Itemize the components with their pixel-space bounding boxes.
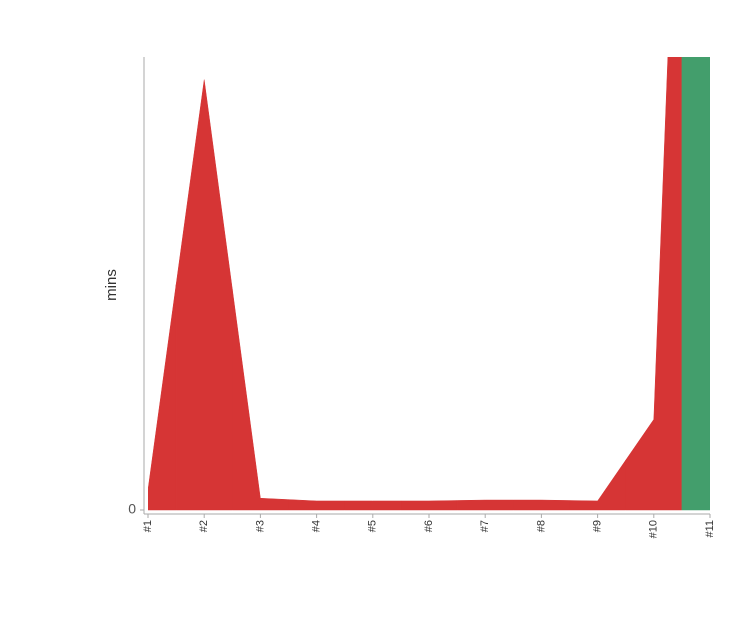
x-tick-label: #5 (367, 520, 379, 532)
area-segment (344, 500, 402, 511)
x-tick-label: #9 (592, 520, 604, 532)
x-tick-label: #11 (704, 520, 716, 538)
x-tick-label: #2 (198, 520, 210, 532)
x-tick-label: #3 (254, 520, 266, 532)
plot-area (148, 57, 710, 511)
x-tick-label: #1 (142, 520, 154, 532)
x-tick-label: #4 (311, 520, 323, 532)
y-axis-label: mins (103, 269, 120, 301)
area-segment (288, 499, 345, 511)
area-segment (513, 499, 570, 511)
area-segment (625, 57, 683, 511)
x-tick-label: #10 (648, 520, 660, 538)
x-tick-label: #8 (535, 520, 547, 532)
area-segment (175, 79, 233, 511)
area-segment (569, 459, 626, 511)
x-tick-label: #7 (479, 520, 491, 532)
area-segment (232, 288, 289, 511)
area-segment (148, 284, 177, 511)
area-segment (400, 500, 458, 511)
x-tick-label: #6 (423, 520, 435, 532)
y-tick-label: 0 (128, 501, 136, 517)
area-segment (681, 57, 710, 511)
area-segment (456, 499, 514, 511)
